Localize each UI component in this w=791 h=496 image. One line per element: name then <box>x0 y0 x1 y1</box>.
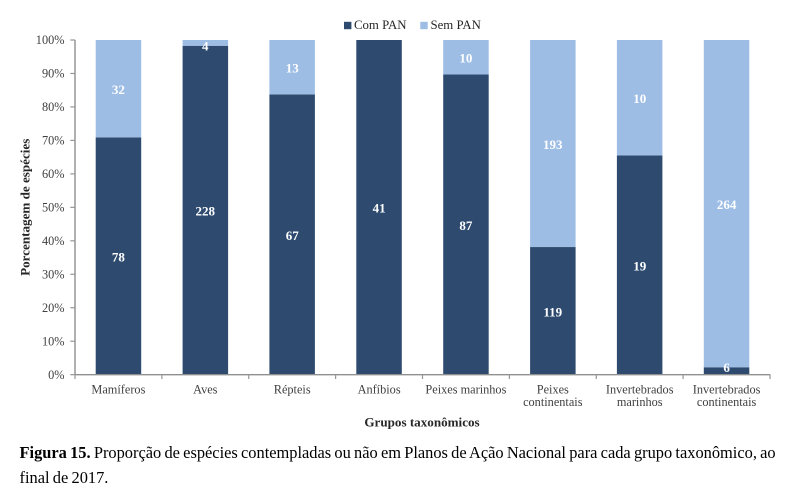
svg-text:Aves: Aves <box>193 382 218 396</box>
svg-text:Peixes: Peixes <box>537 382 569 396</box>
svg-text:90%: 90% <box>42 67 65 81</box>
svg-text:Répteis: Répteis <box>274 382 311 396</box>
svg-text:10: 10 <box>633 91 646 106</box>
svg-text:193: 193 <box>543 137 563 152</box>
svg-text:13: 13 <box>286 61 300 76</box>
svg-text:continentais: continentais <box>523 395 583 409</box>
svg-text:4: 4 <box>202 39 209 54</box>
svg-text:100%: 100% <box>36 33 65 47</box>
svg-text:Invertebrados: Invertebrados <box>606 382 674 396</box>
svg-text:Peixes marinhos: Peixes marinhos <box>425 382 506 396</box>
svg-text:119: 119 <box>543 304 562 319</box>
svg-text:Porcentagem de espécies: Porcentagem de espécies <box>18 139 33 276</box>
svg-text:Mamíferos: Mamíferos <box>91 382 145 396</box>
svg-text:264: 264 <box>717 197 737 212</box>
svg-text:6: 6 <box>723 360 730 375</box>
svg-text:41: 41 <box>373 201 386 216</box>
svg-text:78: 78 <box>112 249 126 264</box>
svg-text:32: 32 <box>112 82 125 97</box>
svg-text:40%: 40% <box>42 234 65 248</box>
svg-text:Com PAN: Com PAN <box>354 18 407 32</box>
svg-text:10: 10 <box>459 51 472 66</box>
svg-text:20%: 20% <box>42 301 65 315</box>
svg-text:30%: 30% <box>42 268 65 282</box>
svg-text:marinhos: marinhos <box>617 395 663 409</box>
svg-text:Invertebrados: Invertebrados <box>693 382 761 396</box>
svg-text:Grupos taxonômicos: Grupos taxonômicos <box>364 415 479 430</box>
svg-text:67: 67 <box>286 228 300 243</box>
svg-text:60%: 60% <box>42 167 65 181</box>
svg-text:0%: 0% <box>48 368 64 382</box>
svg-text:Anfíbios: Anfíbios <box>358 382 401 396</box>
svg-text:87: 87 <box>459 218 473 233</box>
svg-text:continentais: continentais <box>697 395 757 409</box>
svg-text:10%: 10% <box>42 334 65 348</box>
svg-text:19: 19 <box>633 259 647 274</box>
svg-text:50%: 50% <box>42 201 65 215</box>
svg-text:Sem PAN: Sem PAN <box>431 18 481 32</box>
svg-text:80%: 80% <box>42 100 65 114</box>
svg-text:228: 228 <box>196 204 216 219</box>
svg-text:70%: 70% <box>42 134 65 148</box>
